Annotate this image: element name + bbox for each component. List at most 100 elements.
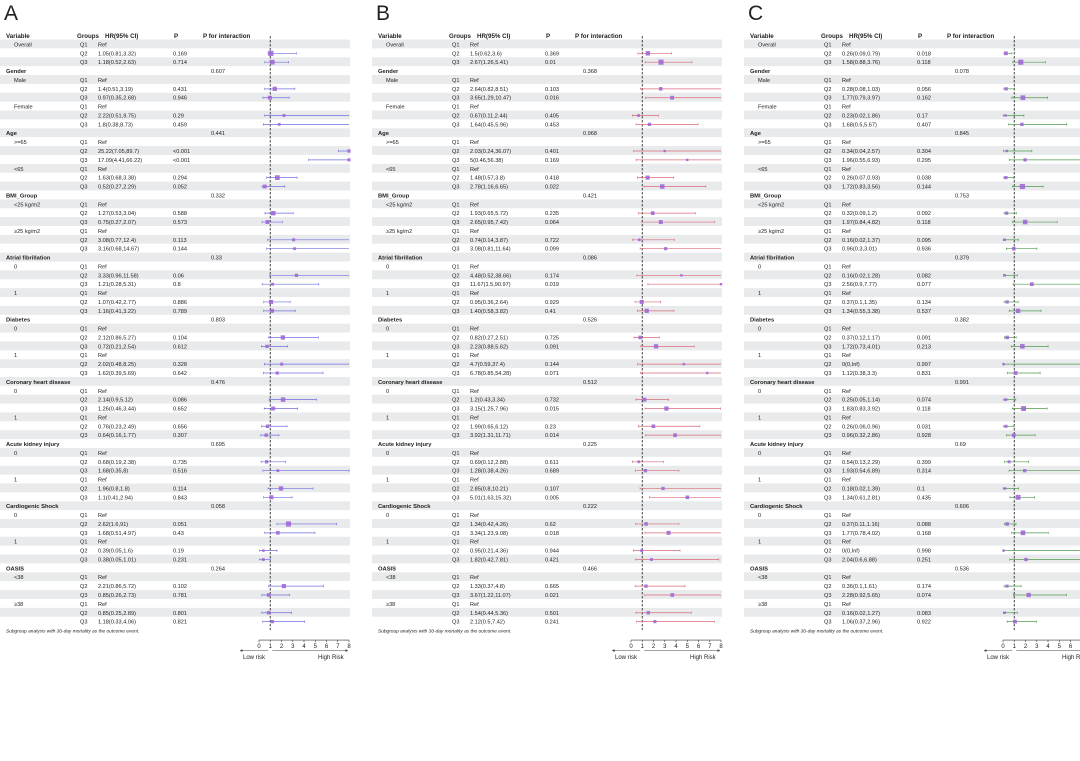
- subgroup-level: 1: [758, 291, 761, 297]
- hr-ci-value: 1.68(0.35,8): [98, 469, 128, 475]
- group-label: Q2: [824, 486, 831, 492]
- hr-estimate-point: [276, 469, 280, 473]
- row-stripe: [0, 181, 350, 191]
- hr-estimate-point: [651, 424, 656, 429]
- hr-estimate-point: [1005, 149, 1009, 153]
- hr-ci-value: Ref: [842, 575, 851, 581]
- hr-ci-value: 3.34(1.23,9.08): [470, 531, 508, 537]
- hr-estimate-point: [660, 184, 665, 189]
- group-label: Q3: [80, 407, 87, 413]
- row-stripe: [744, 607, 1080, 617]
- group-label: Q3: [452, 557, 459, 563]
- group-label: Q3: [80, 495, 87, 501]
- row-stripe: [372, 288, 722, 298]
- subgroup-level: <38: [386, 575, 396, 581]
- hr-estimate-point: [294, 273, 299, 277]
- row-stripe: [372, 252, 722, 262]
- footnote: Subgroup analysis with 30-day mortality …: [378, 629, 511, 635]
- row-stripe: [744, 128, 1080, 138]
- subgroup-level: <65: [758, 167, 768, 173]
- p-value: 0.118: [917, 220, 931, 226]
- p-interaction-value: 0.379: [955, 256, 969, 262]
- hr-ci-value: Ref: [98, 327, 107, 333]
- hr-estimate-point: [673, 433, 677, 438]
- p-value: 0.459: [173, 122, 187, 128]
- subgroup-heading: Acute kidney injury: [6, 442, 60, 448]
- group-label: Q2: [80, 424, 87, 430]
- low-risk-arrow-head: [240, 649, 243, 652]
- p-interaction-value: 0.382: [955, 318, 969, 324]
- row-stripe: [0, 110, 350, 120]
- hr-estimate-point: [280, 335, 286, 340]
- p-value: 0.174: [545, 273, 559, 279]
- x-tick-label: 8: [719, 644, 723, 650]
- x-tick-label: 4: [1046, 644, 1050, 650]
- group-label: Q3: [80, 158, 87, 164]
- p-value: 0.304: [917, 149, 931, 155]
- row-stripe: [372, 519, 722, 528]
- p-value: 0.235: [545, 211, 559, 217]
- subgroup-level: 0: [14, 327, 17, 333]
- hr-ci-value: Ref: [470, 451, 479, 457]
- hr-ci-value: 2.22(0.51,9.75): [98, 113, 136, 119]
- group-label: Q1: [80, 78, 87, 84]
- p-value: 0.102: [173, 584, 187, 590]
- subgroup-level: 1: [386, 353, 389, 359]
- group-label: Q1: [824, 478, 831, 484]
- hr-ci-value: 1.96(0.8,1.8): [98, 486, 130, 492]
- hr-estimate-point: [670, 95, 674, 100]
- hr-estimate-point: [646, 611, 650, 615]
- subgroup-level: 1: [386, 291, 389, 297]
- hr-estimate-point: [644, 308, 649, 313]
- p-value: 0.431: [173, 87, 187, 93]
- hr-estimate-point: [1003, 238, 1006, 241]
- p-interaction-value: 0.33: [211, 256, 222, 262]
- subgroup-level: Male: [14, 78, 26, 84]
- hr-ci-value: 1.34(0.42,4.26): [470, 522, 508, 528]
- header-p: P: [918, 33, 922, 40]
- hr-ci-value: Ref: [842, 478, 851, 484]
- hr-ci-value: Ref: [98, 167, 107, 173]
- row-stripe: [744, 199, 1080, 209]
- subgroup-heading: BMI_Group: [6, 193, 38, 199]
- row-stripe: [744, 323, 1080, 333]
- group-label: Q2: [824, 611, 831, 617]
- subgroup-level: Male: [386, 78, 398, 84]
- hr-ci-value: 1.07(0.42,2.77): [98, 300, 136, 306]
- hr-ci-value: Ref: [470, 327, 479, 333]
- x-tick-label: 3: [1035, 644, 1039, 650]
- hr-estimate-point: [285, 521, 292, 527]
- group-label: Q2: [824, 460, 831, 466]
- row-stripe: [372, 146, 722, 155]
- hr-estimate-point: [262, 184, 267, 189]
- group-label: Q3: [80, 220, 87, 226]
- subgroup-heading: OASIS: [378, 566, 396, 572]
- hr-ci-value: 2.67(1.26,5.41): [470, 60, 508, 66]
- subgroup-level: 1: [14, 540, 17, 546]
- p-value: 0.41: [545, 309, 556, 315]
- p-value: 0.088: [917, 522, 931, 528]
- hr-ci-value: Ref: [98, 451, 107, 457]
- hr-ci-value: Ref: [470, 513, 479, 519]
- subgroup-level: >=65: [386, 140, 399, 146]
- group-label: Q3: [452, 158, 459, 164]
- group-label: Q1: [452, 415, 459, 421]
- group-label: Q1: [824, 140, 831, 146]
- p-value: 0.689: [545, 469, 559, 475]
- x-tick-label: 0: [257, 644, 261, 650]
- hr-ci-value: 0(0,Inf): [842, 549, 860, 555]
- subgroup-heading: OASIS: [6, 566, 24, 572]
- row-stripe: [744, 234, 1080, 244]
- subgroup-level: 1: [386, 415, 389, 421]
- subgroup-heading: Coronary heart disease: [378, 380, 443, 386]
- row-stripe: [0, 465, 350, 475]
- footnote: Subgroup analysis with 30-day mortality …: [750, 629, 883, 635]
- group-label: Q3: [824, 122, 831, 128]
- group-label: Q3: [80, 557, 87, 563]
- group-label: Q1: [452, 389, 459, 395]
- hr-estimate-point: [1022, 219, 1028, 225]
- hr-ci-value: Ref: [98, 229, 107, 235]
- p-value: 0.014: [545, 433, 559, 439]
- group-label: Q1: [80, 540, 87, 546]
- p-value: 0.251: [917, 557, 931, 563]
